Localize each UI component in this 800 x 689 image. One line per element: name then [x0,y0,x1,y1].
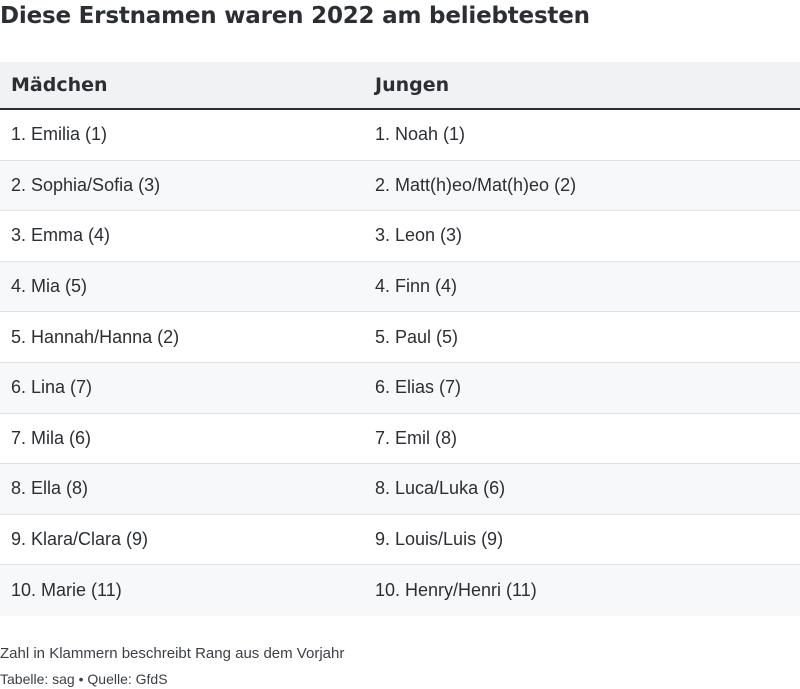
cell-boy-name: 7. Emil (8) [375,427,458,448]
cell-boy-name: 5. Paul (5) [375,326,459,347]
cell-girl-name: 7. Mila (6) [11,427,92,448]
cell-girl-name: 2. Sophia/Sofia (3) [11,174,161,195]
table-row: 10. Marie (11) 10. Henry/Henri (11) [0,565,800,616]
table-row: 3. Emma (4) 3. Leon (3) [0,211,800,262]
cell-boy-name: 1. Noah (1) [375,124,466,145]
cell-girl-name: 5. Hannah/Hanna (2) [11,326,180,347]
table-source: Tabelle: sag • Quelle: GfdS [0,671,168,687]
table-row: 4. Mia (5) 4. Finn (4) [0,261,800,313]
cell-girl-name: 8. Ella (8) [11,478,89,499]
cell-boy-name: 3. Leon (3) [375,225,463,246]
cell-girl-name: 4. Mia (5) [11,276,88,297]
cell-girl-name: 3. Emma (4) [11,225,111,246]
cell-girl-name: 9. Klara/Clara (9) [11,529,149,550]
table-row: 9. Klara/Clara (9) 9. Louis/Luis (9) [0,514,800,566]
table-body: 1. Emilia (1) 1. Noah (1) 2. Sophia/Sofia … [0,110,800,616]
table-note: Zahl in Klammern beschreibt Rang aus dem… [0,645,345,662]
table-header: Mädchen Jungen [0,62,800,110]
table-row: 5. Hannah/Hanna (2) 5. Paul (5) [0,312,800,363]
cell-boy-name: 8. Luca/Luka (6) [375,478,506,499]
column-header-girls: Mädchen [11,74,108,96]
table-row: 8. Ella (8) 8. Luca/Luka (6) [0,464,800,515]
table-row: 1. Emilia (1) 1. Noah (1) [0,110,800,161]
cell-girl-name: 10. Marie (11) [11,580,122,601]
cell-boy-name: 10. Henry/Henri (11) [375,580,537,601]
cell-boy-name: 6. Elias (7) [375,377,462,398]
cell-girl-name: 1. Emilia (1) [11,124,108,145]
table-row: 6. Lina (7) 6. Elias (7) [0,362,800,414]
table-row: 2. Sophia/Sofia (3) 2. Matt(h)eo/Mat(h)eo… [0,160,800,212]
cell-boy-name: 4. Finn (4) [375,276,458,297]
names-table: Mädchen Jungen 1. Emilia (1) 1. Noah (1) 2… [0,62,800,616]
cell-girl-name: 6. Lina (7) [11,377,93,398]
chart-title: Diese Erstnamen waren 2022 am beliebtest… [0,3,590,29]
table-row: 7. Mila (6) 7. Emil (8) [0,413,800,465]
column-header-boys: Jungen [375,74,450,96]
cell-boy-name: 2. Matt(h)eo/Mat(h)eo (2) [375,174,577,195]
cell-boy-name: 9. Louis/Luis (9) [375,529,504,550]
